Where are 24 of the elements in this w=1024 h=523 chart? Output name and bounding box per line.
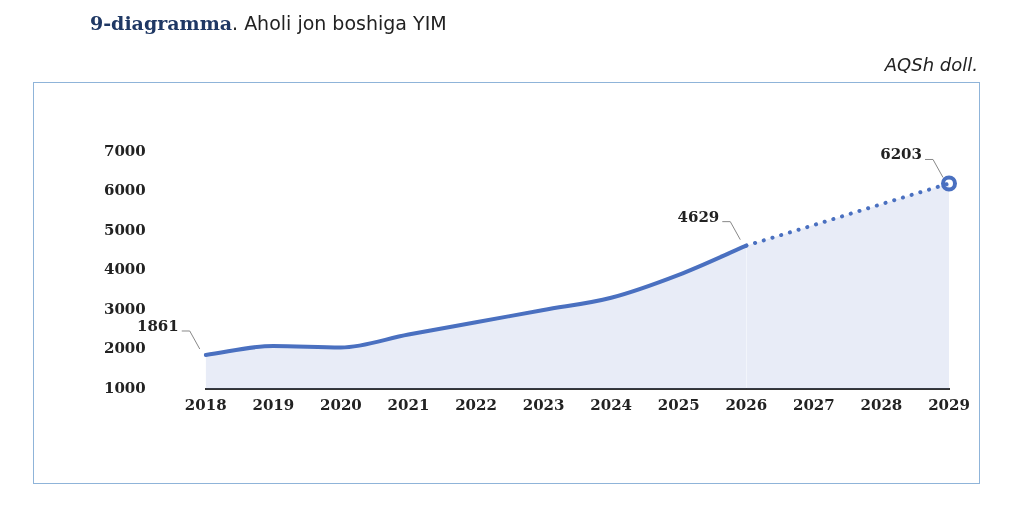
y-tick-label: 5000 — [104, 220, 146, 239]
data-label: 4629 — [677, 207, 720, 226]
x-tick-label: 2022 — [455, 395, 497, 414]
y-tick-label: 2000 — [104, 339, 146, 358]
x-tick-label: 2019 — [252, 395, 295, 414]
chart-title: 9-diagramma. Aholi jon boshiga YIM — [90, 12, 447, 34]
y-tick-label: 1000 — [104, 378, 146, 397]
x-tick-label: 2023 — [522, 395, 565, 414]
data-label: 6203 — [880, 145, 922, 164]
y-tick-label: 4000 — [104, 260, 146, 279]
x-tick-label: 2024 — [590, 395, 633, 414]
y-tick-label: 6000 — [104, 181, 146, 200]
x-tick-label: 2026 — [725, 395, 768, 414]
y-tick-label: 3000 — [104, 299, 146, 318]
x-tick-label: 2029 — [928, 395, 970, 414]
x-tick-label: 2028 — [860, 395, 903, 414]
y-tick-label: 7000 — [104, 141, 146, 160]
x-tick-label: 2020 — [320, 395, 362, 414]
data-label: 1861 — [137, 316, 179, 335]
x-tick-label: 2025 — [657, 395, 700, 414]
x-tick-label: 2018 — [184, 395, 227, 414]
x-tick-label: 2021 — [387, 395, 430, 414]
x-tick-label: 2027 — [792, 395, 835, 414]
text: AQSh doll. — [884, 54, 978, 75]
